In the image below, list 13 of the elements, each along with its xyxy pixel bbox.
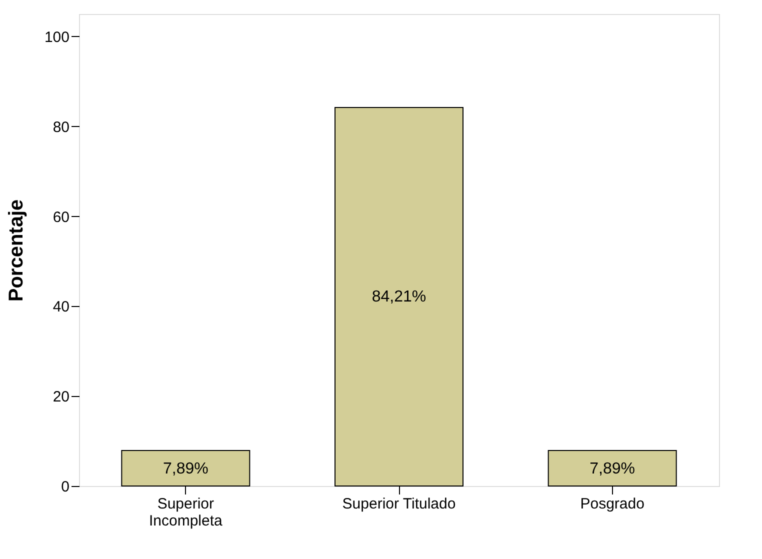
- data-label: 7,89%: [590, 460, 636, 478]
- data-label: 7,89%: [162, 460, 208, 478]
- x-tick-label: Superior Incompleta: [148, 496, 224, 530]
- y-tick-label: 100: [44, 28, 70, 46]
- data-label: 84,21%: [372, 288, 426, 306]
- y-tick-label: 60: [52, 208, 70, 226]
- y-tick-label: 20: [52, 388, 70, 406]
- y-tick-label: 40: [52, 298, 70, 316]
- y-tick-label: 80: [52, 118, 70, 136]
- y-axis-title: Porcentaje: [5, 199, 28, 302]
- x-tick-label: Posgrado: [580, 496, 644, 512]
- x-tick-label: Superior Titulado: [342, 496, 456, 512]
- y-tick-label: 0: [61, 478, 70, 496]
